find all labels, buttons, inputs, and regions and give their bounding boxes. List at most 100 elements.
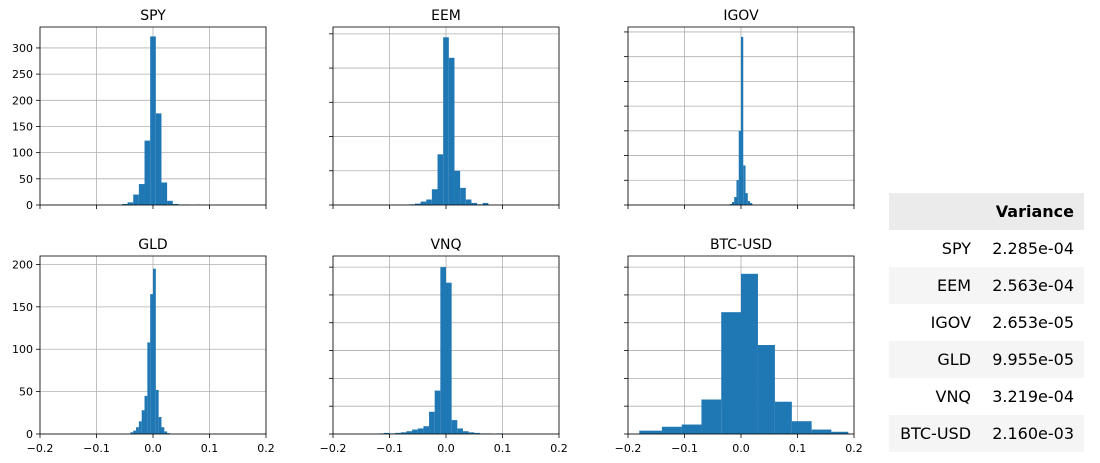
x-tick-label: 0.1 xyxy=(201,442,219,455)
x-tick-label: 0.1 xyxy=(789,442,807,455)
eem-histogram: EEM xyxy=(329,8,560,209)
histogram-bar xyxy=(791,421,812,434)
histogram-bar xyxy=(136,427,139,434)
histogram-bar xyxy=(383,432,390,434)
row-value: 2.653e-05 xyxy=(992,313,1074,332)
x-tick-label: 0.1 xyxy=(494,442,512,455)
histogram-bar xyxy=(414,203,421,205)
y-tick-label: 250 xyxy=(12,68,33,81)
table-row: IGOV 2.653e-05 xyxy=(889,304,1084,341)
histogram-bar xyxy=(448,57,455,205)
histogram-bar xyxy=(429,411,435,434)
row-label: VNQ xyxy=(935,387,972,406)
histogram-bar xyxy=(482,202,489,205)
y-tick-label: 150 xyxy=(12,120,33,133)
histogram-bar xyxy=(721,312,741,434)
row-label: BTC-USD xyxy=(889,415,982,452)
row-value: 2.285e-04 xyxy=(992,239,1074,258)
spy-histogram: 0 50 100 150 200 250 300 SPY xyxy=(12,8,267,212)
histogram-bar xyxy=(681,424,702,434)
histogram-bar xyxy=(133,430,137,434)
histogram-bar xyxy=(426,199,432,205)
gld-histogram: −0.2 −0.1 0.0 0.1 0.2 0 50 100 150 200 GLD xyxy=(12,237,275,455)
histogram-bar xyxy=(420,201,427,205)
histogram-bar xyxy=(831,431,849,434)
histogram-bar xyxy=(138,421,142,434)
histogram-bar xyxy=(462,431,469,434)
histogram-bar xyxy=(443,37,449,206)
x-tick-label: −0.1 xyxy=(376,442,403,455)
histogram-bar xyxy=(734,197,737,205)
y-tick-label: 0 xyxy=(26,428,33,441)
histogram-bar xyxy=(158,417,162,434)
histogram-bar xyxy=(811,429,832,434)
x-tick-label: −0.2 xyxy=(320,442,347,455)
x-tick-label: 0.2 xyxy=(845,442,863,455)
table-row: SPY 2.285e-04 xyxy=(889,230,1084,267)
y-tick-label: 200 xyxy=(12,94,33,107)
histogram-bar xyxy=(141,410,145,434)
histogram-bar xyxy=(130,432,134,434)
histogram-bar xyxy=(400,432,407,434)
y-tick-label: 300 xyxy=(12,42,33,55)
histogram-bar xyxy=(144,395,148,434)
panel-title: EEM xyxy=(431,8,461,24)
histogram-bar xyxy=(741,36,744,206)
histogram-bar xyxy=(161,182,168,205)
histogram-bar xyxy=(155,389,159,434)
row-label: SPY xyxy=(941,239,972,258)
variance-column-header: Variance xyxy=(981,193,1084,230)
histogram-bar xyxy=(167,200,173,205)
row-value: 2.160e-03 xyxy=(981,415,1084,452)
panel-title: SPY xyxy=(140,8,166,24)
row-value: 2.563e-04 xyxy=(981,267,1084,304)
table-row: EEM 2.563e-04 xyxy=(889,267,1084,304)
row-label: GLD xyxy=(889,341,982,378)
x-tick-label: −0.1 xyxy=(671,442,698,455)
vnq-histogram: −0.2 −0.1 0.0 0.1 0.2 VNQ xyxy=(320,237,568,455)
histogram-bar xyxy=(417,428,424,434)
histogram-bar xyxy=(423,426,430,434)
histogram-bar xyxy=(729,204,732,205)
panel-title: BTC-USD xyxy=(710,237,772,253)
y-tick-label: 50 xyxy=(19,386,33,399)
histogram-bar xyxy=(474,432,480,434)
x-tick-label: 0.0 xyxy=(144,442,162,455)
histogram-bar xyxy=(412,429,418,434)
histogram-bar xyxy=(406,431,413,434)
histogram-bar xyxy=(731,202,735,205)
row-label: EEM xyxy=(889,267,982,304)
histogram-bar xyxy=(468,432,475,434)
panel-title: IGOV xyxy=(723,8,759,24)
histogram-bar xyxy=(167,433,170,434)
histogram-bar xyxy=(437,154,444,205)
histogram-bar xyxy=(701,399,722,434)
table-row: BTC-USD 2.160e-03 xyxy=(889,415,1084,452)
btc-usd-histogram: −0.2 −0.1 0.0 0.1 0.2 BTC-USD xyxy=(615,237,863,455)
row-value: 9.955e-05 xyxy=(981,341,1084,378)
histogram-bar xyxy=(172,203,179,205)
histogram-bar xyxy=(127,202,134,205)
histogram-bar xyxy=(454,170,461,205)
histogram-bar xyxy=(150,294,153,434)
panel-title: GLD xyxy=(138,237,167,253)
y-tick-label: 100 xyxy=(12,343,33,356)
histogram-bar xyxy=(395,432,401,434)
x-tick-label: 0.0 xyxy=(437,442,455,455)
histogram-bar xyxy=(121,203,128,205)
y-tick-label: 100 xyxy=(12,147,33,160)
histogram-grid: 0 50 100 150 200 250 300 SPY EEM IGOV −0.2 −0.1 0.0 0… xyxy=(12,8,863,455)
histogram-bar xyxy=(164,431,168,434)
row-label: IGOV xyxy=(930,313,972,332)
histogram-bar xyxy=(446,282,452,434)
table-header-row: Variance xyxy=(889,193,1084,230)
histogram-bar xyxy=(745,193,748,205)
x-tick-label: 0.0 xyxy=(732,442,750,455)
histogram-bar xyxy=(153,268,156,434)
histogram-bar xyxy=(639,430,662,434)
histogram-bar xyxy=(661,426,682,434)
histogram-bar xyxy=(161,427,165,434)
y-tick-label: 0 xyxy=(26,199,33,212)
histogram-bar xyxy=(757,345,775,434)
histogram-bar xyxy=(440,267,446,434)
